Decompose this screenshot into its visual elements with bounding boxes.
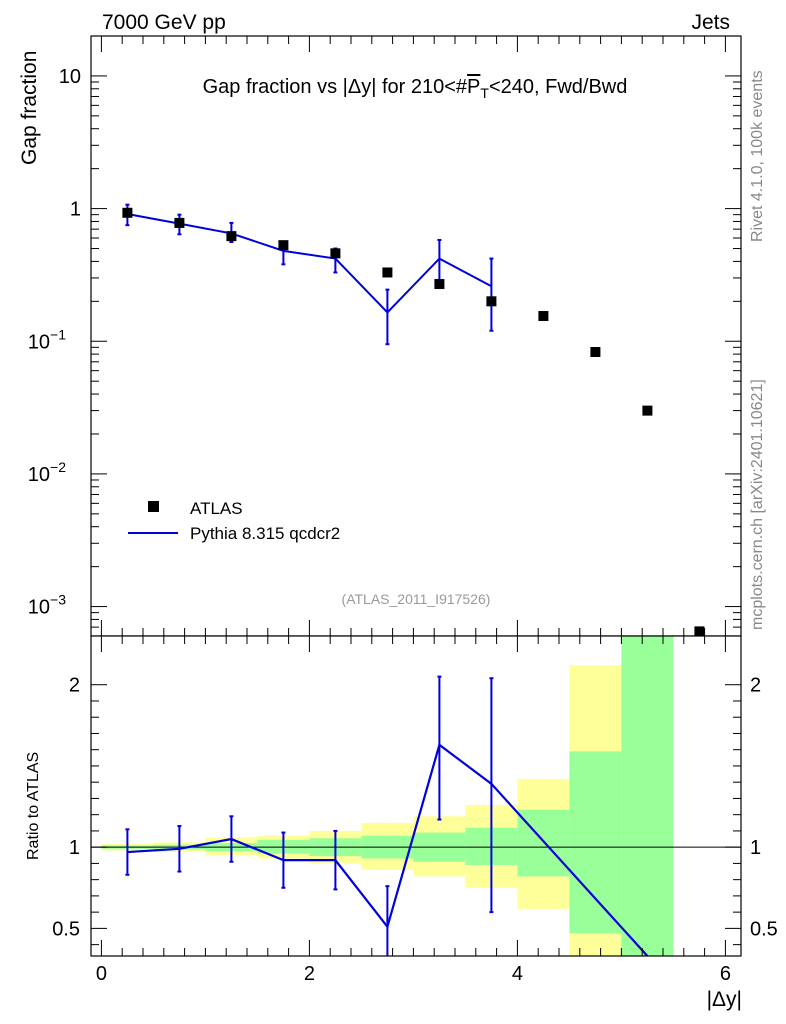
main-y-tick-label: 10 — [59, 66, 81, 88]
legend: ATLAS Pythia 8.315 qcdcr2 — [128, 499, 340, 543]
atlas-data-point — [174, 217, 185, 228]
header-process-label: Jets — [691, 11, 730, 34]
title-text: Gap fraction vs |Δy| for 210<# — [203, 76, 468, 98]
title-pt-symbol: P — [467, 76, 480, 98]
main-y-axis-label: Gap fraction — [18, 51, 41, 165]
main-y-tick-exponent: −2 — [50, 459, 66, 475]
atlas-data-point — [642, 405, 653, 416]
x-tick-label: 0 — [96, 963, 107, 985]
main-y-tick-exponent: −3 — [50, 592, 66, 608]
atlas-data-point — [538, 311, 549, 322]
ratio-y-tick-label-left: 2 — [69, 675, 80, 697]
pythia-line — [127, 213, 492, 314]
ratio-y-tick-label-left: 1 — [69, 837, 80, 859]
x-tick-label: 4 — [512, 963, 523, 985]
atlas-data-point — [590, 346, 601, 357]
main-y-tick-label: 10−2 — [28, 459, 66, 486]
plot-title: Gap fraction vs |Δy| for 210<#PT<240, Fw… — [203, 76, 628, 101]
main-y-tick-exponent: −1 — [50, 326, 66, 342]
atlas-data-point — [226, 231, 237, 242]
main-y-tick-label: 10−3 — [28, 592, 66, 619]
ratio-inner-band — [621, 636, 674, 956]
atlas-data-point — [486, 296, 497, 307]
atlas-data-point — [330, 248, 341, 259]
ratio-inner-band — [569, 751, 622, 934]
legend-pythia-label: Pythia 8.315 qcdcr2 — [190, 524, 340, 543]
main-y-tick-label: 1 — [70, 199, 81, 221]
x-tick-label: 2 — [304, 963, 315, 985]
mcplots-reference-label: mcplots.cern.ch [arXiv:2401.10621] — [749, 379, 766, 630]
atlas-data-point — [694, 626, 705, 637]
ratio-plot-panel: 2 2 1 1 0.5 0.5 0 2 4 6 Ratio to ATLAS |Δy| — [25, 635, 778, 1011]
legend-atlas-marker — [148, 501, 159, 512]
ratio-y-tick-label-right: 0.5 — [750, 918, 778, 940]
atlas-data-point — [434, 279, 445, 290]
title-pt-subscript: T — [480, 85, 489, 101]
ratio-y-tick-label-right: 2 — [750, 675, 761, 697]
ratio-plot-frame — [90, 635, 742, 957]
rivet-version-label: Rivet 4.1.0, 100k events — [749, 70, 766, 242]
legend-atlas-label: ATLAS — [190, 499, 243, 518]
title-text-end: <240, Fwd/Bwd — [489, 76, 627, 98]
atlas-data-point — [382, 267, 393, 278]
atlas-data-point — [122, 207, 133, 218]
ratio-y-tick-label-right: 1 — [750, 837, 761, 859]
main-y-tick-label: 10−1 — [28, 326, 66, 353]
x-axis-label: |Δy| — [707, 988, 742, 1011]
x-tick-label: 6 — [720, 963, 731, 985]
main-plot-panel: 10 1 10−1 10−2 10−3 Gap fraction vs |Δy| for… — [18, 35, 742, 637]
ratio-y-tick-label-left: 0.5 — [52, 918, 80, 940]
header-energy-label: 7000 GeV pp — [102, 11, 226, 34]
analysis-id-label: (ATLAS_2011_I917526) — [342, 591, 491, 607]
atlas-data-point — [278, 240, 289, 251]
ratio-y-axis-label: Ratio to ATLAS — [25, 752, 42, 860]
